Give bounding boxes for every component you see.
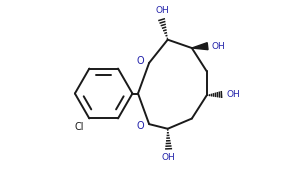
Text: OH: OH xyxy=(226,90,240,99)
Text: O: O xyxy=(137,121,144,131)
Text: OH: OH xyxy=(212,42,226,51)
Polygon shape xyxy=(192,43,208,50)
Text: Cl: Cl xyxy=(75,122,84,133)
Text: O: O xyxy=(137,56,144,66)
Text: OH: OH xyxy=(162,154,175,163)
Text: OH: OH xyxy=(155,6,169,15)
